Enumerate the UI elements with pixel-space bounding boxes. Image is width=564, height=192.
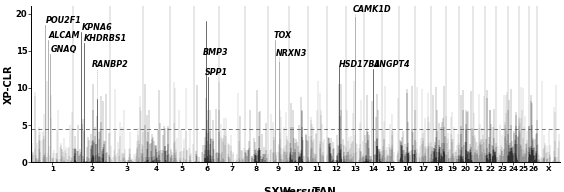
Text: versus: versus	[282, 187, 321, 192]
Text: BMP3: BMP3	[203, 48, 229, 57]
Text: TOX: TOX	[273, 31, 292, 40]
Text: GNAQ: GNAQ	[51, 46, 77, 55]
Text: ANGPT4: ANGPT4	[373, 60, 409, 69]
Text: KPNA6: KPNA6	[82, 23, 113, 32]
Text: SPP1: SPP1	[205, 68, 228, 77]
Text: RANBP2: RANBP2	[92, 60, 129, 69]
Text: POU2F1: POU2F1	[46, 16, 82, 25]
Text: TAN: TAN	[309, 187, 336, 192]
Text: NRXN3: NRXN3	[276, 49, 307, 58]
Text: CAMK1D: CAMK1D	[352, 5, 391, 14]
Text: SXW: SXW	[264, 187, 295, 192]
Text: HSD17B1: HSD17B1	[339, 60, 381, 69]
Text: KHDRBS1: KHDRBS1	[84, 34, 127, 43]
Text: ALCAM: ALCAM	[49, 31, 80, 40]
Y-axis label: XP-CLR: XP-CLR	[4, 65, 14, 104]
